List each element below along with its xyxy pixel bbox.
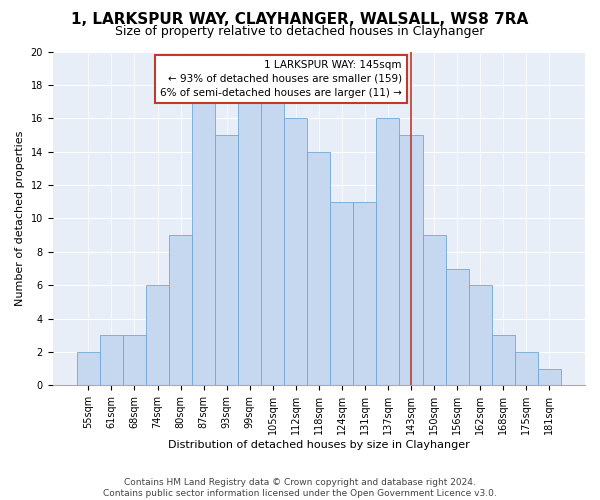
Text: Contains HM Land Registry data © Crown copyright and database right 2024.
Contai: Contains HM Land Registry data © Crown c… [103,478,497,498]
Bar [215,135,238,386]
Bar [422,235,446,386]
Bar [192,102,215,386]
Bar [307,152,331,386]
Bar [123,336,146,386]
Bar [376,118,400,386]
X-axis label: Distribution of detached houses by size in Clayhanger: Distribution of detached houses by size … [168,440,470,450]
Bar [469,285,491,386]
Bar [331,202,353,386]
Bar [238,102,261,386]
Bar [515,352,538,386]
Bar [538,368,561,386]
Bar [261,102,284,386]
Y-axis label: Number of detached properties: Number of detached properties [15,130,25,306]
Text: 1, LARKSPUR WAY, CLAYHANGER, WALSALL, WS8 7RA: 1, LARKSPUR WAY, CLAYHANGER, WALSALL, WS… [71,12,529,28]
Text: Size of property relative to detached houses in Clayhanger: Size of property relative to detached ho… [115,25,485,38]
Bar [169,235,192,386]
Text: 1 LARKSPUR WAY: 145sqm
← 93% of detached houses are smaller (159)
6% of semi-det: 1 LARKSPUR WAY: 145sqm ← 93% of detached… [160,60,402,98]
Bar [146,285,169,386]
Bar [284,118,307,386]
Bar [491,336,515,386]
Bar [353,202,376,386]
Bar [400,135,422,386]
Bar [77,352,100,386]
Bar [100,336,123,386]
Bar [446,268,469,386]
